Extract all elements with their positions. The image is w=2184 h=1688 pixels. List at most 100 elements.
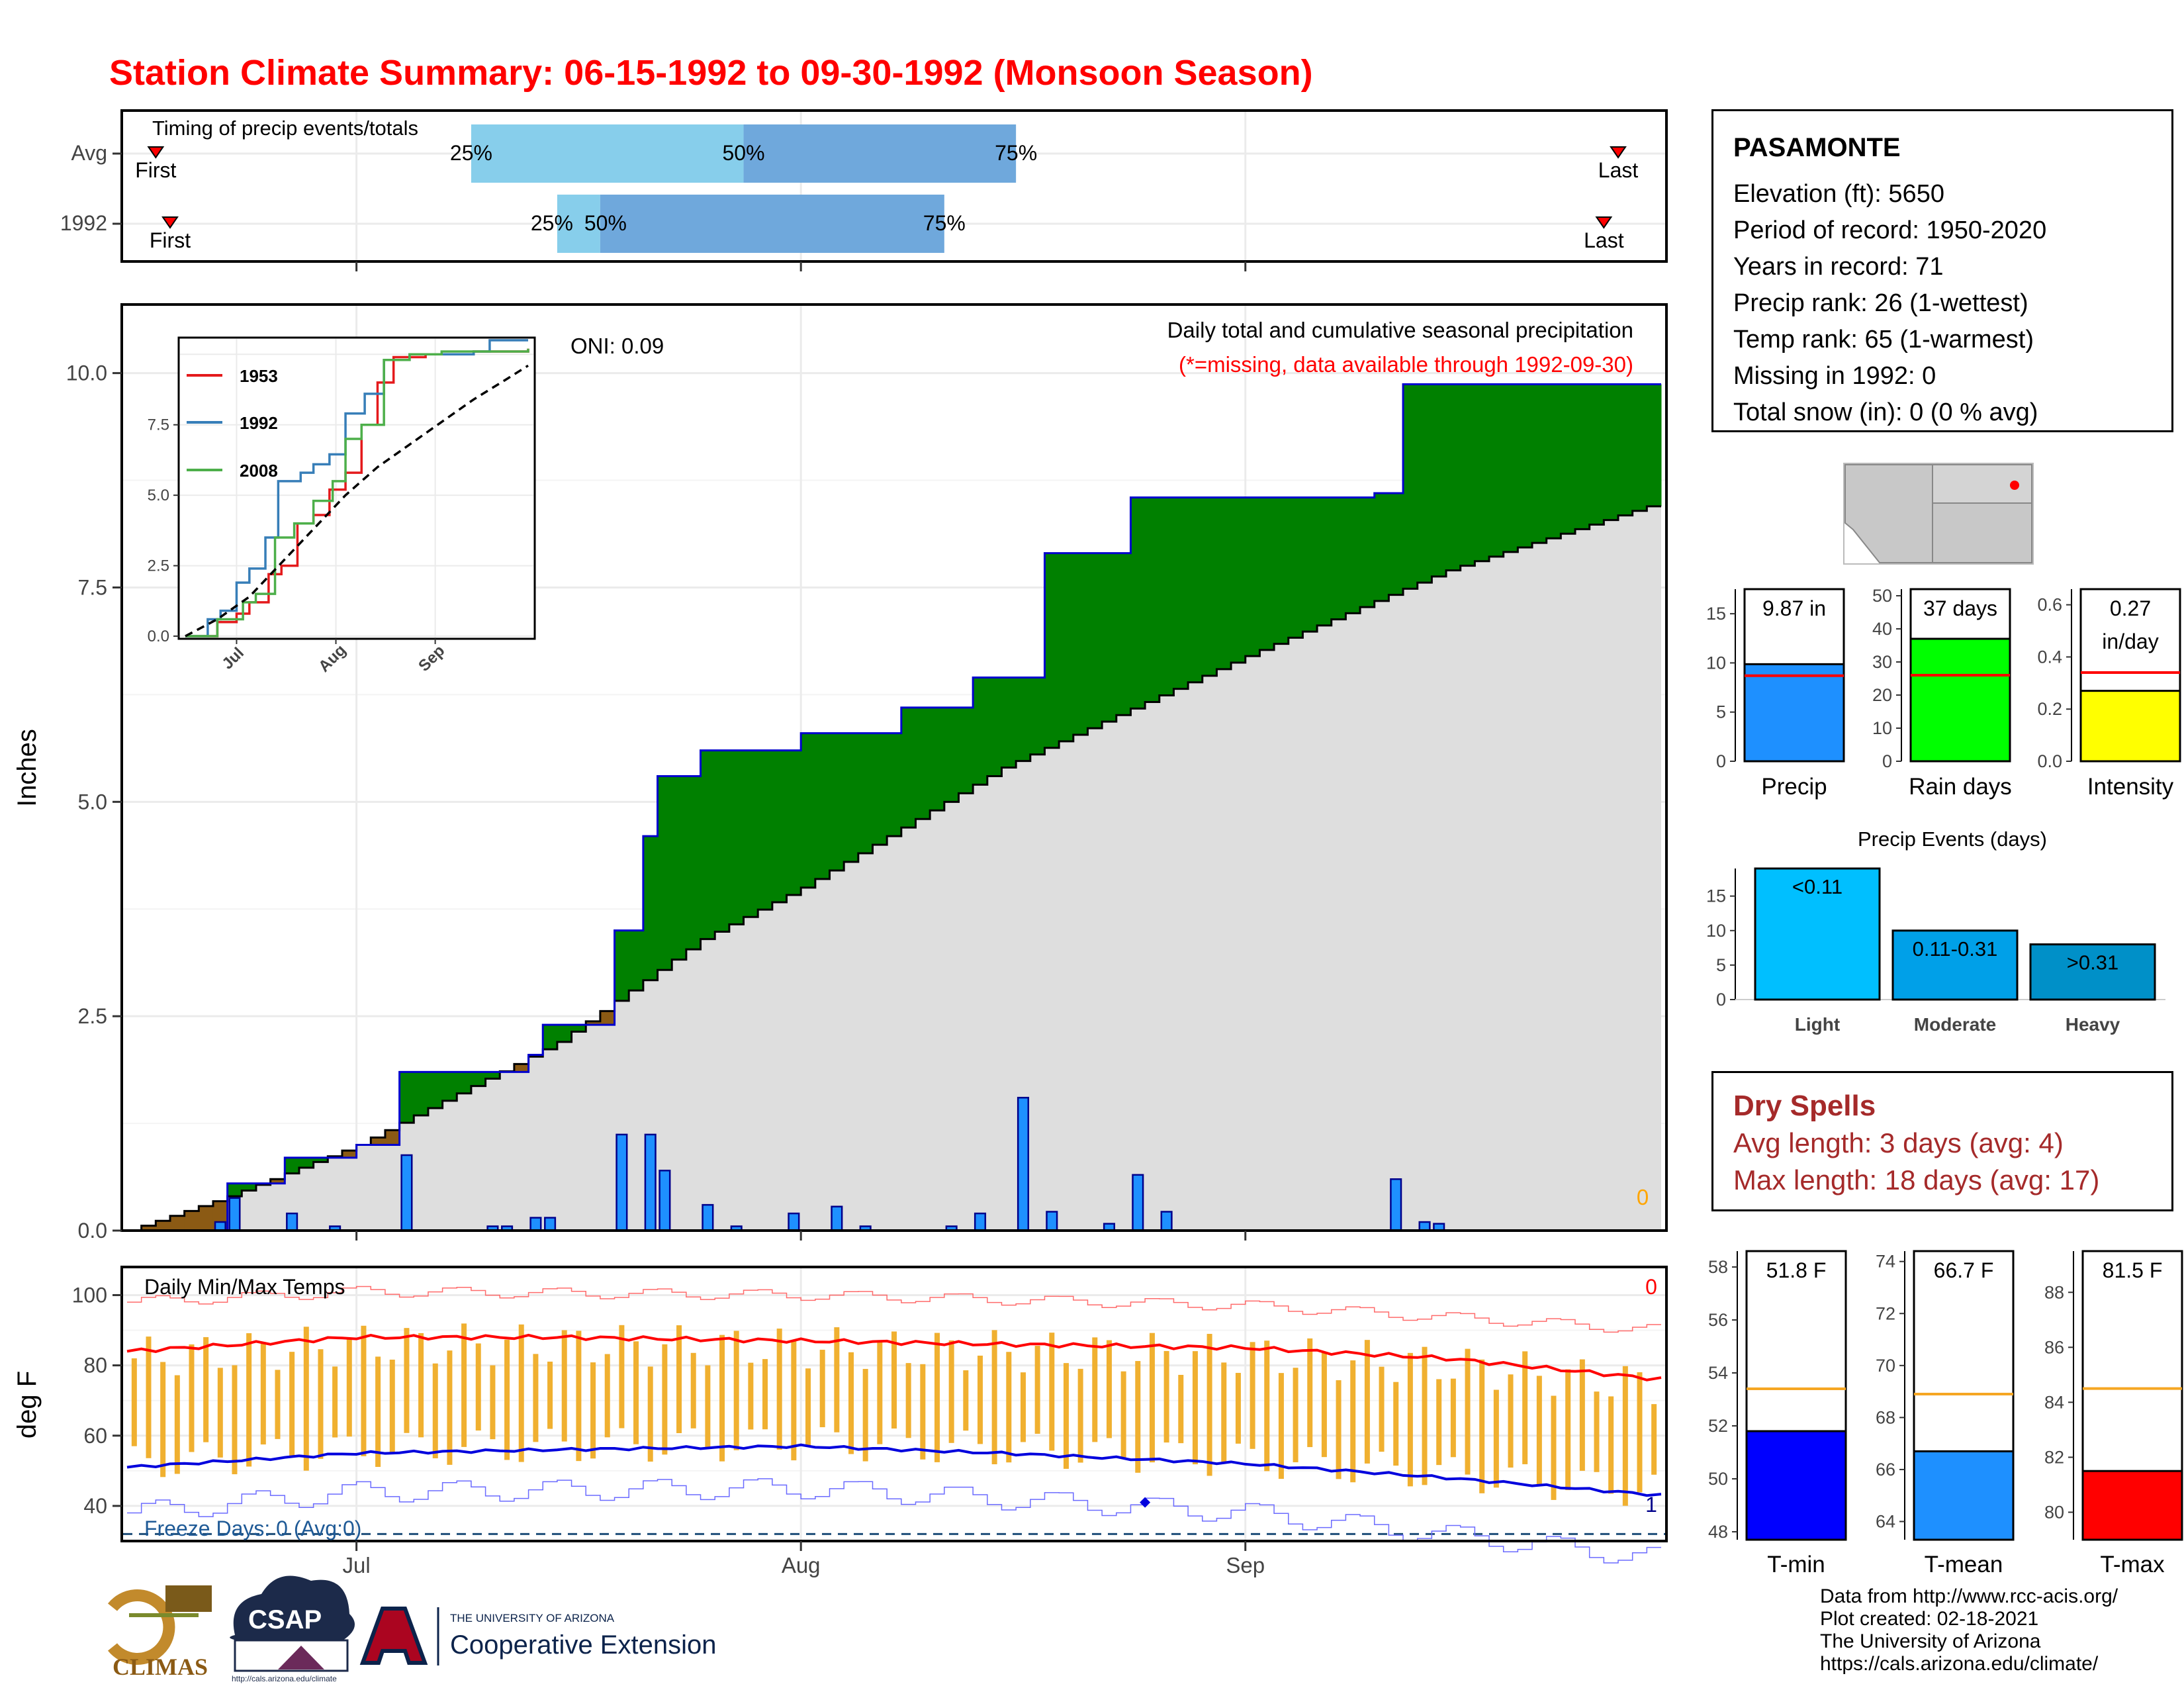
- timing-marker: [161, 216, 179, 229]
- precip-ytick-label: 0.0: [78, 1219, 107, 1243]
- temp-ytick-label: 40: [83, 1494, 107, 1518]
- surplus-segment: [614, 930, 629, 1001]
- daily-temp-bar: [705, 1365, 711, 1447]
- timing-marker: [147, 146, 165, 159]
- summary-ytick-label: 50: [1872, 586, 1892, 606]
- tsummary-value-label: 66.7 F: [1934, 1258, 1994, 1282]
- surplus-segment: [285, 1157, 300, 1174]
- surplus-segment: [872, 733, 887, 845]
- daily-temp-bar: [590, 1362, 596, 1459]
- csap-url: http://cals.arizona.edu/climate: [232, 1674, 337, 1683]
- daily-temp-bar: [891, 1331, 897, 1429]
- surplus-segment: [1360, 497, 1375, 608]
- summary-value-label: 0.27: [2110, 596, 2151, 620]
- surplus-segment: [1059, 553, 1074, 741]
- daily-temp-bar: [1336, 1380, 1342, 1479]
- daily-temp-bar: [547, 1361, 553, 1429]
- daily-temp-bar: [490, 1365, 496, 1440]
- daily-temp-bar: [1450, 1378, 1456, 1458]
- surplus-segment: [457, 1072, 472, 1094]
- ua-line1: THE UNIVERSITY OF ARIZONA: [450, 1612, 615, 1624]
- daily-temp-bar: [676, 1325, 682, 1433]
- temp-ylabel: deg F: [13, 1371, 42, 1438]
- surplus-segment: [571, 1025, 586, 1032]
- events-ytick-label: 10: [1706, 921, 1726, 941]
- summary-ytick-label: 0: [1716, 751, 1726, 771]
- daily-temp-bar: [1579, 1359, 1585, 1471]
- daily-temp-bar: [361, 1325, 367, 1456]
- tsummary-value-label: 81.5 F: [2103, 1258, 2163, 1282]
- deficit-segment: [156, 1221, 171, 1231]
- tsummary-ytick-label: 52: [1708, 1416, 1728, 1436]
- surplus-segment: [1202, 497, 1217, 676]
- surplus-segment: [442, 1072, 457, 1101]
- daily-temp-bar: [389, 1359, 395, 1452]
- daily-temp-bar: [1422, 1346, 1428, 1485]
- tsummary-category-label: T-max: [2100, 1552, 2165, 1577]
- daily-temp-bar: [633, 1341, 639, 1444]
- info-period: Period of record: 1950-2020: [1733, 216, 2047, 244]
- surplus-segment: [1130, 497, 1146, 709]
- daily-temp-bar: [1565, 1369, 1571, 1491]
- temp-xtick-label: Sep: [1226, 1553, 1265, 1577]
- timing-marker-label: Last: [1598, 158, 1639, 182]
- surplus-segment: [1030, 677, 1045, 755]
- surplus-segment: [399, 1072, 414, 1123]
- surplus-segment: [973, 677, 988, 785]
- daily-temp-bar: [748, 1362, 754, 1430]
- daily-temp-bar: [1049, 1333, 1055, 1451]
- dry-spells-title: Dry Spells: [1733, 1090, 1876, 1122]
- dry-spells-max: Max length: 18 days (avg: 17): [1733, 1164, 2100, 1196]
- tsummary-bar-tmean: [1913, 1450, 2015, 1541]
- summary-ytick-label: 40: [1872, 619, 1892, 639]
- average-cumulative-line: [127, 505, 1661, 1232]
- avg-min-line: [126, 1443, 1662, 1497]
- summary-value-label: 9.87 in: [1762, 596, 1826, 620]
- daily-precip-bar: [1160, 1211, 1173, 1232]
- daily-precip-bar: [644, 1133, 657, 1232]
- event-bar-light: [1754, 867, 1881, 1001]
- daily-temp-bar: [447, 1350, 453, 1465]
- daily-precip-bar: [400, 1154, 413, 1232]
- daily-temp-bar: [1264, 1340, 1270, 1472]
- surplus-segment: [1231, 497, 1246, 663]
- summary-bar-charts: 0 5 10 15 9.87 in Precip 0 10 20 30 40 50 37 days Rai…: [1706, 586, 2181, 800]
- surplus-segment: [1647, 384, 1662, 506]
- daily-temp-bar: [189, 1344, 195, 1452]
- tsummary-ytick-label: 68: [1876, 1407, 1895, 1427]
- ua-line2: Cooperative Extension: [450, 1630, 716, 1660]
- tsummary-ytick-label: 80: [2044, 1502, 2064, 1522]
- tsummary-ytick-label: 88: [2044, 1282, 2064, 1302]
- surplus-segment: [1016, 677, 1031, 761]
- tsummary-ytick-label: 70: [1876, 1356, 1895, 1376]
- daily-temp-bar: [934, 1333, 940, 1462]
- event-bar-label: <0.11: [1792, 875, 1843, 898]
- daily-temp-bar: [275, 1370, 281, 1439]
- daily-temp-bar: [1364, 1340, 1370, 1464]
- daily-temp-bar: [131, 1358, 137, 1446]
- ua-logo: THE UNIVERSITY OF ARIZONA Cooperative Ex…: [359, 1607, 716, 1665]
- surplus-segment: [1317, 497, 1332, 626]
- daily-temp-bar: [1120, 1371, 1126, 1458]
- summary-ytick-label: 0.0: [2037, 751, 2062, 771]
- surplus-segment: [1475, 384, 1490, 561]
- temp-xtick-label: Jul: [343, 1553, 371, 1577]
- daily-temp-bar: [217, 1368, 223, 1458]
- daily-temp-bar: [604, 1354, 610, 1438]
- summary-ytick-label: 15: [1706, 604, 1726, 624]
- daily-temp-bar: [963, 1370, 969, 1431]
- dry-spells-box: Dry Spells Avg length: 3 days (avg: 4) M…: [1711, 1071, 2173, 1211]
- daily-precip-bar: [544, 1217, 557, 1232]
- surplus-segment: [758, 750, 773, 910]
- surplus-segment: [1288, 497, 1303, 638]
- info-precip-rank: Precip rank: 26 (1-wettest): [1733, 289, 2028, 317]
- daily-temp-bar: [1536, 1376, 1542, 1485]
- surplus-segment: [657, 776, 672, 970]
- timing-marker-label: First: [135, 158, 176, 182]
- daily-temp-bar: [1594, 1391, 1600, 1472]
- daily-temp-bar: [1178, 1374, 1184, 1444]
- summary-ytick-label: 0.2: [2037, 699, 2062, 719]
- surplus-segment: [715, 750, 730, 932]
- daily-temp-bar: [1034, 1346, 1040, 1434]
- inset-ytick-label: 0.0: [148, 628, 169, 645]
